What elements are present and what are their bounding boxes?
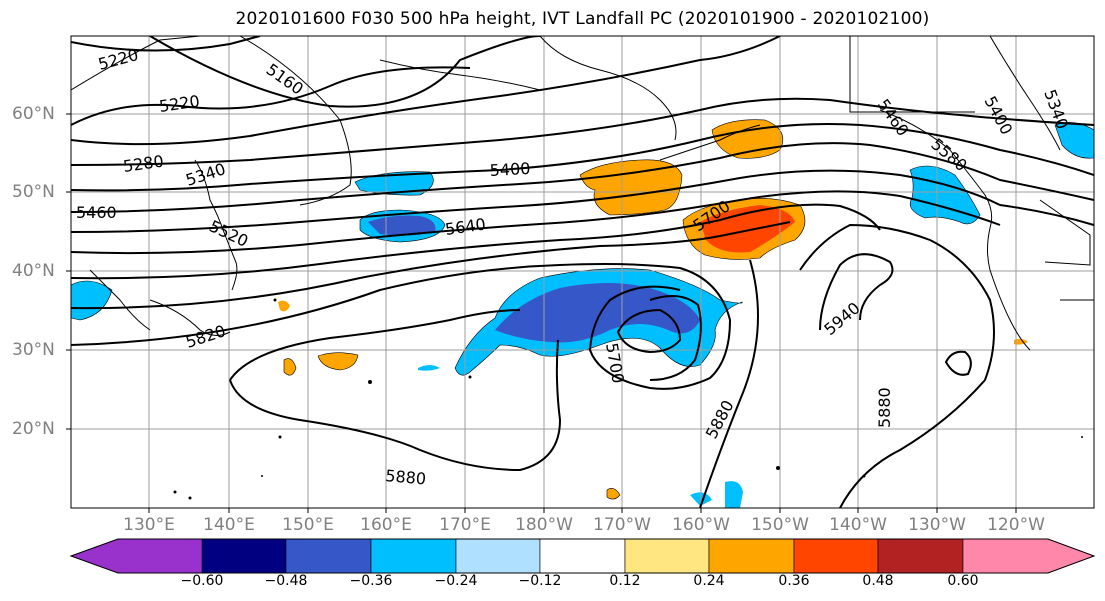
lat-label: 20°N — [12, 419, 55, 439]
map-title: 2020101600 F030 500 hPa height, IVT Land… — [235, 9, 930, 29]
colorbar-tick-label: 0.60 — [947, 573, 979, 589]
contour-label: 5400 — [489, 159, 531, 180]
lat-label: 60°N — [12, 104, 55, 124]
colorbar-tick-label: −0.36 — [349, 573, 393, 589]
lon-label: 150°E — [282, 515, 334, 535]
lat-label: 40°N — [12, 261, 55, 281]
map-frame — [70, 35, 1095, 509]
colorbar-segment — [539, 538, 626, 574]
lon-label: 160°E — [360, 515, 412, 535]
colorbar-tick-label: 0.12 — [609, 573, 641, 589]
lon-label: 130°W — [908, 515, 966, 535]
colorbar-tick-label: −0.24 — [434, 573, 478, 589]
colorbar-tick-label: −0.12 — [518, 573, 562, 589]
colorbar-segment — [370, 538, 457, 574]
graticule — [71, 36, 1094, 508]
lon-label: 140°W — [829, 515, 887, 535]
colorbar-tick-label: −0.60 — [180, 573, 224, 589]
lon-label: 140°E — [203, 515, 255, 535]
colorbar-segment — [708, 538, 795, 574]
lon-label: 160°W — [672, 515, 730, 535]
lat-label: 50°N — [12, 182, 55, 202]
colorbar-segment — [962, 538, 1095, 574]
colorbar-tick-label: 0.36 — [778, 573, 810, 589]
island-outlines — [173, 298, 1083, 500]
lon-label: 130°E — [123, 515, 175, 535]
colorbar-segment — [201, 538, 287, 574]
axis-ticks — [66, 113, 1017, 513]
lon-label: 150°W — [751, 515, 809, 535]
height-contours — [71, 36, 1094, 508]
contour-label: 5880 — [385, 466, 427, 488]
lon-label: 170°W — [593, 515, 651, 535]
contour-label: 5880 — [875, 387, 894, 428]
lon-label: 170°E — [439, 515, 491, 535]
colorbar-tick-label: 0.48 — [862, 573, 894, 589]
colorbar-tick-label: 0.24 — [693, 573, 725, 589]
colorbar-segment — [285, 538, 372, 574]
ivt-positive-shading — [278, 119, 1028, 500]
colorbar-segment — [877, 538, 964, 574]
lat-label: 30°N — [12, 340, 55, 360]
colorbar-segment — [118, 539, 202, 573]
colorbar-segment — [624, 538, 710, 574]
lon-label: 120°W — [987, 515, 1045, 535]
colorbar-tick-label: −0.48 — [264, 573, 308, 589]
lon-label: 180°W — [515, 515, 573, 535]
colorbar-segment — [793, 538, 879, 574]
colorbar-segment — [455, 538, 541, 574]
contour-label: 5460 — [76, 203, 117, 222]
colorbar — [69, 538, 1096, 574]
